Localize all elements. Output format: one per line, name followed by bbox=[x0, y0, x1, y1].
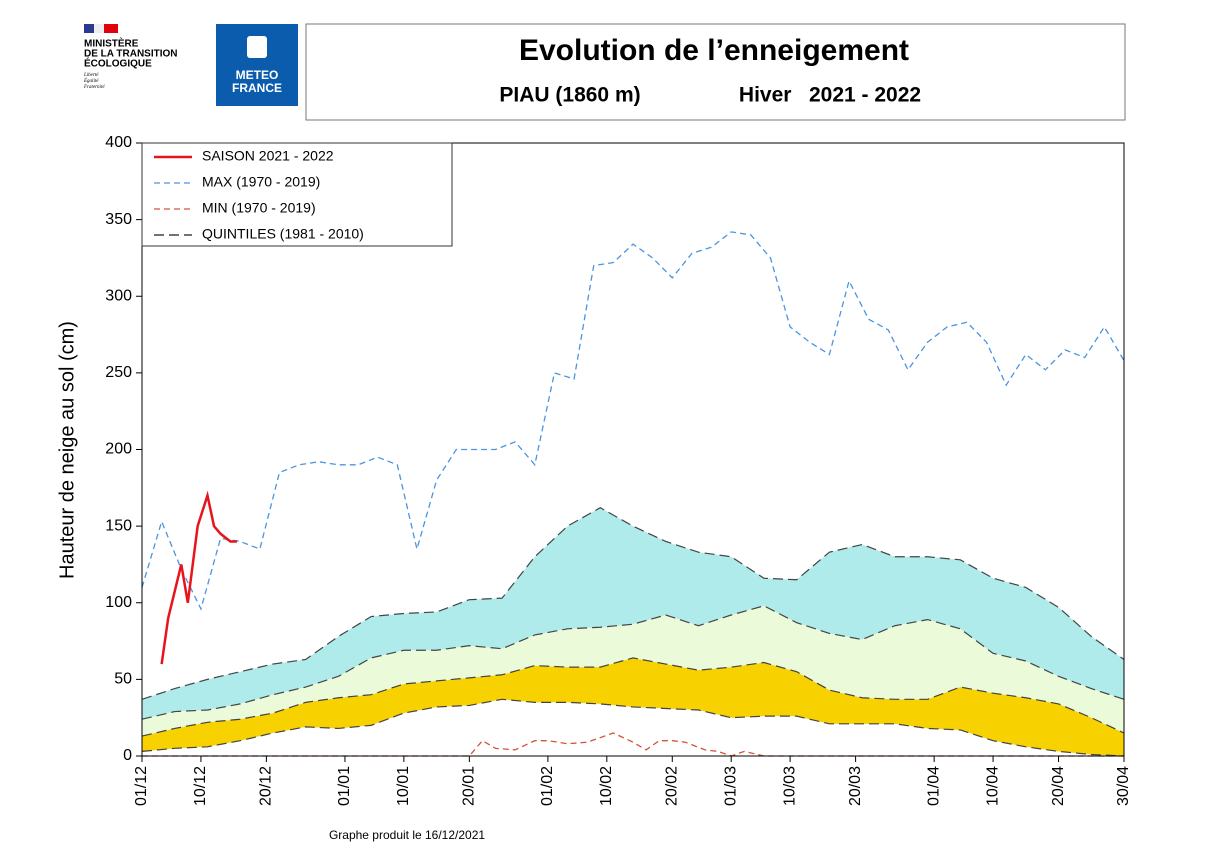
x-tick-label: 20/04 bbox=[1050, 766, 1067, 806]
ministry-line: ÉCOLOGIQUE bbox=[84, 57, 152, 70]
x-tick-label: 01/12 bbox=[133, 766, 150, 806]
x-tick-label: 01/02 bbox=[539, 766, 556, 806]
series-line bbox=[141, 231, 1125, 611]
title-box bbox=[305, 23, 1126, 121]
station: PIAU (1860 m) bbox=[499, 84, 640, 107]
x-tick-label: 01/04 bbox=[925, 766, 942, 806]
chart-title: Evolution de l’enneigement bbox=[519, 34, 909, 67]
plot: 0 50 100 150 200 250 300 350 400 01/12 10/12 20/12 0… bbox=[105, 134, 1132, 806]
y-axis-label: Hauteur de neige au sol (cm) bbox=[56, 321, 78, 579]
x-tick-label: 30/04 bbox=[1115, 766, 1132, 806]
x-tick-label: 10/03 bbox=[781, 766, 798, 806]
legend: SAISON 2021 - 2022 MAX (1970 - 2019) MIN (… bbox=[141, 142, 453, 247]
motto: Égalité bbox=[83, 78, 99, 84]
quintile-line bbox=[141, 657, 1125, 737]
x-tick-label: 10/04 bbox=[984, 766, 1001, 806]
quintile-band bbox=[142, 507, 1124, 720]
x-tick-label: 20/03 bbox=[847, 766, 864, 806]
ministry-line: DE LA TRANSITION bbox=[84, 49, 178, 60]
legend-label: QUINTILES (1981 - 2010) bbox=[202, 226, 364, 242]
y-tick-label: 300 bbox=[105, 287, 132, 304]
legend-label: MAX (1970 - 2019) bbox=[202, 174, 320, 190]
x-tick-label: 20/12 bbox=[258, 766, 275, 806]
y-tick-label: 400 bbox=[105, 134, 132, 151]
y-tick-label: 250 bbox=[105, 364, 132, 381]
motto: Liberté bbox=[83, 73, 99, 78]
logo-meteo-france: METEO FRANCE bbox=[216, 24, 298, 106]
y-tick-label: 200 bbox=[105, 441, 132, 458]
y-tick-label: 350 bbox=[105, 211, 132, 228]
y-tick-label: 100 bbox=[105, 594, 132, 611]
y-tick-label: 0 bbox=[123, 747, 132, 764]
series-line bbox=[142, 732, 1124, 757]
x-tick-label: 20/02 bbox=[663, 766, 680, 806]
quintile-line bbox=[141, 698, 1125, 757]
x-tick-label: 10/01 bbox=[395, 766, 412, 806]
meteo-text: METEO bbox=[236, 68, 279, 82]
quintile-line bbox=[141, 605, 1125, 720]
meteo-text: FRANCE bbox=[232, 81, 282, 95]
motto: Fraternité bbox=[83, 85, 105, 90]
legend-label: MIN (1970 - 2019) bbox=[202, 200, 316, 216]
footer: Graphe produit le 16/12/2021 bbox=[329, 828, 485, 842]
logo-republique: MINISTÈRE DE LA TRANSITION ÉCOLOGIQUE Li… bbox=[83, 24, 178, 90]
legend-label: SAISON 2021 - 2022 bbox=[202, 148, 334, 164]
ministry-line: MINISTÈRE bbox=[84, 37, 139, 50]
x-tick-label: 01/01 bbox=[336, 766, 353, 806]
x-tick-label: 10/02 bbox=[598, 766, 615, 806]
y-tick-label: 150 bbox=[105, 517, 132, 534]
legend-box bbox=[141, 142, 453, 247]
series-line bbox=[160, 490, 237, 665]
quintile-band bbox=[142, 605, 1124, 737]
x-tick-label: 20/01 bbox=[461, 766, 478, 806]
x-tick-label: 10/12 bbox=[192, 766, 209, 806]
season: Hiver 2021 - 2022 bbox=[739, 84, 921, 107]
x-tick-label: 01/03 bbox=[722, 766, 739, 806]
quintile-line bbox=[141, 507, 1125, 700]
y-tick-label: 50 bbox=[114, 671, 132, 688]
